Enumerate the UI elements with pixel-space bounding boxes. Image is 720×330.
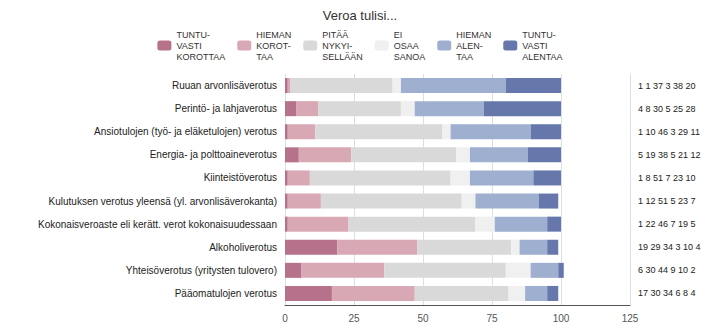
svg-text:TAA: TAA bbox=[256, 52, 273, 62]
svg-text:OSAA: OSAA bbox=[394, 41, 419, 51]
svg-text:VASTI: VASTI bbox=[522, 41, 547, 51]
svg-text:Pääomatulojen verotus: Pääomatulojen verotus bbox=[175, 288, 277, 299]
svg-text:50: 50 bbox=[417, 313, 429, 324]
svg-text:Perintö- ja lahjaverotus: Perintö- ja lahjaverotus bbox=[175, 103, 277, 114]
svg-text:1 10 46 3 29 11: 1 10 46 3 29 11 bbox=[638, 127, 700, 137]
svg-text:KOROT-: KOROT- bbox=[256, 41, 291, 51]
svg-text:ALENTAA: ALENTAA bbox=[522, 52, 562, 62]
svg-text:Ruuan arvonlisäverotus: Ruuan arvonlisäverotus bbox=[172, 80, 277, 91]
svg-text:VASTI: VASTI bbox=[176, 41, 201, 51]
svg-text:TUNTU-: TUNTU- bbox=[176, 30, 210, 40]
svg-text:0: 0 bbox=[282, 313, 288, 324]
svg-text:TAA: TAA bbox=[456, 52, 473, 62]
svg-text:4 8 30 5 25 28: 4 8 30 5 25 28 bbox=[638, 104, 696, 114]
svg-text:19 29 34 3 10 4: 19 29 34 3 10 4 bbox=[638, 242, 701, 252]
svg-text:HIEMAN: HIEMAN bbox=[256, 30, 291, 40]
svg-text:17 30 34 6 8 4: 17 30 34 6 8 4 bbox=[638, 288, 696, 298]
svg-text:75: 75 bbox=[486, 313, 498, 324]
svg-text:1 8 51 7 23 10: 1 8 51 7 23 10 bbox=[638, 173, 696, 183]
svg-text:Kiinteistöverotus: Kiinteistöverotus bbox=[204, 172, 277, 183]
svg-text:Energia- ja polttoaineverotus: Energia- ja polttoaineverotus bbox=[150, 149, 277, 160]
svg-text:SELLÄÄN: SELLÄÄN bbox=[322, 52, 363, 62]
svg-text:125: 125 bbox=[622, 313, 639, 324]
svg-text:Veroa tulisi...: Veroa tulisi... bbox=[323, 8, 397, 23]
svg-text:SANOA: SANOA bbox=[394, 52, 426, 62]
svg-text:1 12 51 5 23 7: 1 12 51 5 23 7 bbox=[638, 196, 696, 206]
svg-text:EI: EI bbox=[394, 30, 403, 40]
svg-text:Alkoholiverotus: Alkoholiverotus bbox=[209, 242, 277, 253]
svg-text:5 19 38 5 21 12: 5 19 38 5 21 12 bbox=[638, 150, 701, 160]
svg-text:ALEN-: ALEN- bbox=[456, 41, 483, 51]
svg-text:PITÄÄ: PITÄÄ bbox=[322, 30, 348, 40]
svg-text:NYKYI-: NYKYI- bbox=[322, 41, 352, 51]
svg-text:100: 100 bbox=[553, 313, 570, 324]
svg-text:Kulutuksen verotus yleensä (yl: Kulutuksen verotus yleensä (yl. arvonlis… bbox=[49, 196, 277, 207]
svg-text:Yhteisöverotus (yritysten tulo: Yhteisöverotus (yritysten tulovero) bbox=[126, 265, 277, 276]
svg-text:6 30 44 9 10 2: 6 30 44 9 10 2 bbox=[638, 265, 696, 275]
svg-text:25: 25 bbox=[348, 313, 360, 324]
svg-text:1 1 37 3 38 20: 1 1 37 3 38 20 bbox=[638, 81, 696, 91]
svg-text:1 22 46 7 19 5: 1 22 46 7 19 5 bbox=[638, 219, 696, 229]
svg-text:Ansiotulojen (työ- ja eläketul: Ansiotulojen (työ- ja eläketulojen) vero… bbox=[94, 126, 277, 137]
svg-text:HIEMAN: HIEMAN bbox=[456, 30, 491, 40]
svg-text:Kokonaisveroaste eli kerätt. v: Kokonaisveroaste eli kerätt. verot kokon… bbox=[38, 219, 277, 230]
svg-text:TUNTU-: TUNTU- bbox=[522, 30, 556, 40]
svg-text:KOROTTAA: KOROTTAA bbox=[176, 52, 225, 62]
